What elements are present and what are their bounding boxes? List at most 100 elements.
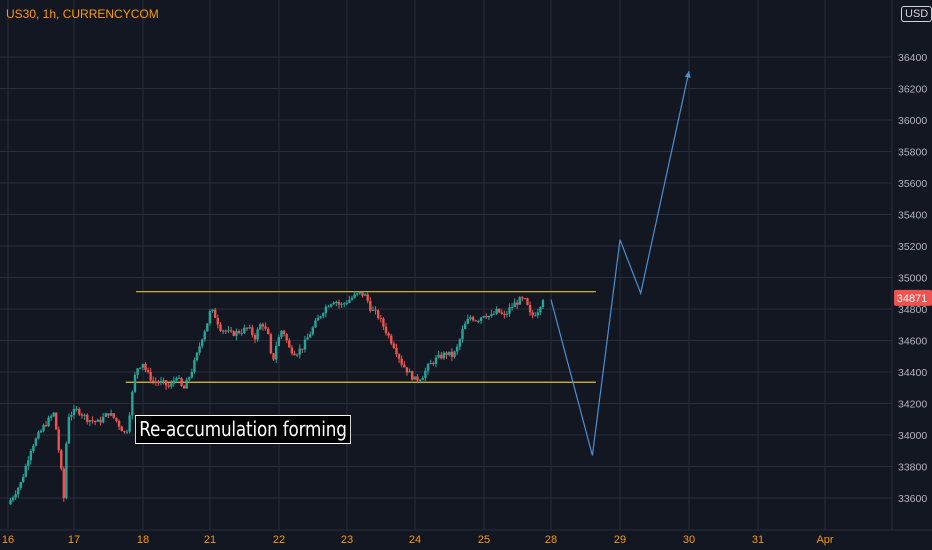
candle-body bbox=[193, 360, 196, 372]
candle-body bbox=[314, 320, 317, 328]
last-price-value: 34871 bbox=[897, 293, 928, 305]
candle-body bbox=[531, 312, 534, 316]
candle-body bbox=[267, 328, 270, 335]
candle-body bbox=[175, 378, 178, 381]
candle-body bbox=[123, 431, 126, 433]
candle-body bbox=[203, 331, 206, 340]
candle-body bbox=[57, 429, 60, 451]
candle-body bbox=[408, 371, 411, 373]
candle-body bbox=[455, 346, 459, 352]
candle-body bbox=[487, 315, 491, 318]
candle-body bbox=[477, 320, 480, 322]
candle-body bbox=[107, 413, 110, 416]
candle-body bbox=[164, 380, 168, 386]
candle-body bbox=[177, 377, 181, 379]
candle-body bbox=[274, 346, 278, 360]
candle-body bbox=[421, 377, 424, 380]
candle-body bbox=[450, 351, 454, 357]
candle-body bbox=[159, 380, 163, 383]
candle-body bbox=[78, 408, 81, 415]
candle-body bbox=[445, 352, 448, 355]
candle-body bbox=[432, 362, 435, 364]
candle-body bbox=[363, 294, 367, 296]
candle-body bbox=[382, 318, 385, 327]
candle-body bbox=[466, 318, 470, 324]
candle-body bbox=[232, 331, 235, 336]
candle-body bbox=[288, 340, 291, 348]
candle-body bbox=[340, 303, 343, 305]
candle-body bbox=[128, 415, 131, 432]
time-tick-label: 18 bbox=[137, 534, 149, 546]
projection-path[interactable] bbox=[550, 71, 690, 456]
candle-body bbox=[19, 482, 22, 488]
candle-body bbox=[190, 371, 194, 378]
candle-body bbox=[448, 351, 451, 355]
candle-body bbox=[99, 419, 102, 423]
candle-body bbox=[182, 385, 186, 389]
time-axis[interactable]: 16 17 18 21 22 23 24 25 28 29 30 31 Apr bbox=[2, 534, 834, 546]
candle-body bbox=[387, 333, 390, 336]
price-tick-label: 34000 bbox=[898, 430, 927, 442]
candle-body bbox=[221, 330, 225, 332]
price-tick-label: 36000 bbox=[898, 115, 927, 127]
candle-body bbox=[324, 306, 328, 314]
candle-body bbox=[188, 377, 191, 380]
candle-body bbox=[162, 380, 165, 382]
candle-body bbox=[253, 334, 257, 340]
time-tick-label: 17 bbox=[68, 534, 80, 546]
candle-body bbox=[180, 377, 183, 386]
time-tick-label: 22 bbox=[273, 534, 285, 546]
candle-body bbox=[539, 307, 542, 313]
candle-body bbox=[366, 294, 369, 301]
price-tick-label: 34400 bbox=[898, 367, 927, 379]
candle-body bbox=[243, 327, 246, 333]
candle-body bbox=[14, 494, 17, 498]
candle-body bbox=[301, 348, 304, 350]
candle-body bbox=[332, 302, 335, 305]
candle-body bbox=[371, 309, 375, 311]
candle-body bbox=[510, 307, 514, 309]
candle-body bbox=[374, 309, 377, 311]
time-tick-label: 16 bbox=[2, 534, 14, 546]
candle-body bbox=[37, 432, 40, 439]
candle-body bbox=[528, 305, 532, 313]
price-axis[interactable]: 33600 33800 34000 34200 34400 34600 34800 35000… bbox=[898, 52, 927, 505]
candle-body bbox=[536, 312, 540, 316]
candle-body bbox=[259, 324, 262, 330]
candle-body bbox=[309, 334, 312, 338]
price-tick-label: 36400 bbox=[898, 52, 927, 64]
candle-body bbox=[521, 297, 524, 299]
candle-body bbox=[170, 383, 173, 387]
currency-badge[interactable]: USD bbox=[901, 6, 932, 22]
candle-body bbox=[60, 450, 63, 469]
candle-body bbox=[104, 413, 107, 417]
last-price-tag: 34871 bbox=[894, 289, 932, 306]
candle-body bbox=[434, 357, 438, 364]
candle-body bbox=[426, 364, 430, 371]
time-tick-label: 30 bbox=[683, 534, 695, 546]
candle-body bbox=[495, 308, 498, 314]
candle-body bbox=[306, 337, 309, 340]
range-level-lines[interactable] bbox=[125, 291, 596, 383]
candle-body bbox=[120, 426, 123, 432]
annotation-label[interactable]: Re-accumulation forming bbox=[135, 415, 351, 444]
candle-body bbox=[474, 320, 477, 322]
candle-body bbox=[185, 379, 188, 389]
candle-body bbox=[295, 354, 299, 356]
candle-body bbox=[39, 430, 43, 433]
candle-body bbox=[152, 380, 155, 382]
candle-body bbox=[500, 312, 503, 314]
candle-body bbox=[149, 371, 152, 381]
candle-series bbox=[9, 291, 545, 505]
projection-arrow-head bbox=[684, 71, 691, 78]
candle-body bbox=[298, 348, 301, 355]
candle-body bbox=[42, 425, 45, 431]
candle-body bbox=[280, 330, 283, 338]
candle-body bbox=[144, 363, 147, 370]
time-tick-label: 31 bbox=[752, 534, 764, 546]
candle-body bbox=[518, 297, 521, 305]
candle-body bbox=[350, 297, 354, 300]
candle-body bbox=[526, 298, 529, 306]
candle-body bbox=[211, 309, 214, 312]
